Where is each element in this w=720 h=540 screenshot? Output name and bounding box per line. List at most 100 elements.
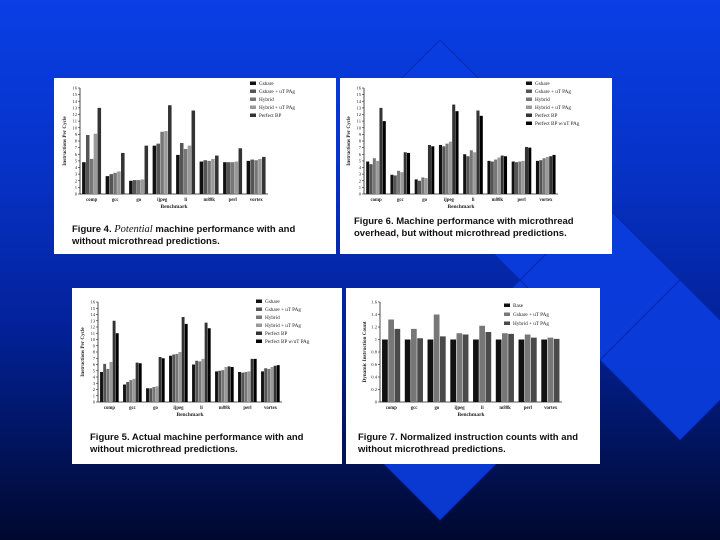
bar [135, 362, 139, 402]
bar [539, 160, 543, 194]
figure-7-caption: Figure 7. Normalized instruction counts … [358, 432, 594, 456]
bar [241, 372, 245, 402]
legend-swatch [256, 323, 262, 327]
x-tick-label: gcc [397, 198, 405, 203]
bar [89, 158, 94, 194]
bar [490, 161, 494, 194]
legend-entry: Gshare [265, 299, 280, 305]
y-tick-label: 0.8 [371, 350, 377, 355]
legend-swatch [256, 299, 262, 303]
bar [267, 368, 271, 402]
bar [462, 334, 469, 402]
y-tick-label: 10 [356, 125, 361, 130]
x-tick-label: li [481, 406, 484, 411]
bar [85, 135, 90, 194]
bar [261, 371, 264, 402]
y-tick-label: 3 [93, 381, 96, 386]
bar [172, 354, 176, 402]
figure-7-caption-text: Normalized instruction counts with and w… [358, 432, 579, 455]
legend-swatch [526, 89, 532, 93]
x-tick-label: ijpeg [444, 198, 455, 203]
bar [508, 333, 514, 402]
y-tick-label: 2 [93, 387, 96, 392]
y-tick-label: 13 [90, 318, 95, 323]
bar [273, 365, 277, 402]
figure-5-caption-label: Figure 5. [90, 432, 130, 443]
bar [553, 338, 560, 402]
legend-swatch [250, 105, 256, 109]
bar [524, 334, 531, 402]
y-tick-label: 8 [93, 350, 96, 355]
y-tick-label: 14 [356, 99, 361, 104]
bar [112, 320, 116, 402]
x-axis-title: Benchmark [458, 412, 485, 418]
x-tick-label: perl [517, 198, 526, 203]
bar [487, 160, 491, 194]
legend-entry: Gshare + uT PAg [535, 89, 571, 95]
legend-entry: Perfect BP w/uT PAg [265, 338, 310, 345]
bar [215, 155, 219, 194]
y-tick-label: 2 [359, 178, 362, 183]
figure-5-caption-text: Actual machine performance with and with… [90, 432, 304, 455]
legend-swatch [526, 105, 532, 109]
bar [244, 372, 248, 402]
y-tick-label: 0.2 [371, 387, 377, 392]
bar [431, 146, 435, 194]
legend-swatch [526, 81, 532, 85]
bar [226, 162, 231, 194]
x-tick-label: go [153, 406, 158, 411]
bar [175, 353, 179, 402]
legend-swatch [526, 113, 532, 117]
bar [452, 104, 456, 194]
y-tick-label: 12 [356, 112, 361, 117]
bar [518, 161, 522, 194]
y-tick-label: 0 [375, 400, 378, 405]
x-tick-label: comp [86, 198, 98, 203]
y-tick-label: 6 [75, 152, 78, 157]
x-tick-label: m88k [219, 406, 231, 411]
legend-entry: Gshare [535, 81, 550, 87]
bar [514, 162, 519, 194]
bar [535, 160, 539, 194]
y-axis-title: Instructions Per Cycle [346, 116, 352, 166]
y-tick-label: 8 [359, 139, 362, 144]
y-tick-label: 7 [75, 145, 78, 150]
x-tick-label: vortex [544, 406, 558, 411]
bar [463, 154, 467, 194]
legend-entry: Gshare [259, 81, 274, 87]
bar [192, 364, 195, 402]
x-tick-label: comp [104, 406, 116, 411]
bar [450, 339, 457, 402]
bar [530, 337, 537, 402]
bar [201, 358, 205, 402]
bar [528, 147, 532, 194]
bar [187, 145, 192, 194]
figure-4-caption: Figure 4. Potential machine performance … [72, 224, 322, 248]
bar [109, 174, 114, 194]
bar [106, 368, 110, 402]
y-tick-label: 1.4 [371, 312, 377, 317]
bar [152, 387, 156, 402]
y-tick-label: 0.6 [371, 362, 377, 367]
legend-entry: Perfect BP w/uT PAg [535, 120, 580, 127]
bar [264, 368, 268, 402]
bar [258, 158, 262, 194]
bar [126, 382, 130, 402]
x-tick-label: vortex [539, 198, 553, 203]
bar [155, 386, 159, 402]
bar [227, 366, 231, 402]
bar [129, 180, 133, 194]
bar [270, 367, 274, 402]
bar [164, 131, 168, 194]
bar [417, 180, 422, 194]
bar [160, 131, 164, 194]
bar [541, 339, 548, 402]
legend-swatch [504, 312, 510, 316]
x-tick-label: go [422, 198, 427, 203]
legend-swatch [250, 81, 256, 85]
bar [178, 352, 182, 402]
bar [115, 333, 119, 402]
figure-7-panel: 0 0.2 0.4 0.6 0.8 1 1.2 1.4 1.6 Dynamic Instructi… [346, 288, 600, 464]
bar [417, 338, 423, 402]
bar [129, 380, 133, 402]
